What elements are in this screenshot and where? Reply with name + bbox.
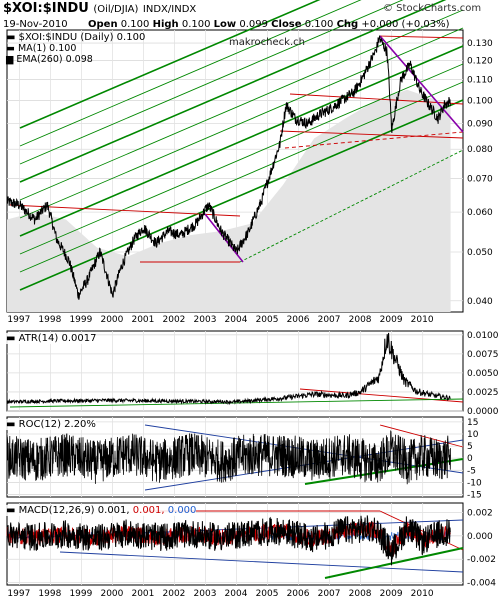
macd-support: [324, 547, 464, 579]
y-tick-label-1-2: 0.0050: [467, 369, 499, 379]
x-tick-label-0-4: 2001: [131, 315, 154, 325]
x-tick-label-0-13: 2010: [411, 315, 434, 325]
price-series-line: [6, 35, 451, 300]
y-tick-label-3-3: -0.004: [467, 579, 496, 589]
y-tick-label-0-3: 0.100: [467, 96, 493, 106]
x-tick-label-0-8: 2005: [256, 315, 279, 325]
y-tick-label-2-3: 0: [467, 454, 473, 464]
quote-values: Open 0.100 High 0.100 Low 0.099 Close 0.…: [88, 19, 450, 30]
atr-support: [9, 398, 464, 408]
x-tick-label-1-10: 2007: [318, 589, 341, 599]
x-tick-label-0-11: 2008: [349, 315, 372, 325]
x-tick-label-1-13: 2010: [411, 589, 434, 599]
macd-line: [6, 515, 451, 566]
y-tick-label-0-2: 0.110: [467, 76, 493, 86]
x-tick-label-0-3: 2000: [100, 315, 123, 325]
ema-area: [7, 89, 451, 312]
macd-resistance-1: [379, 510, 464, 551]
y-tick-label-2-6: -15: [467, 491, 482, 501]
channel-line-6: [19, 0, 447, 183]
channel-line-4: [19, 27, 464, 219]
x-tick-label-0-0: 1997: [7, 315, 30, 325]
x-tick-label-1-8: 2005: [256, 589, 279, 599]
y-tick-label-1-0: 0.0100: [467, 331, 499, 341]
y-tick-label-2-5: -10: [467, 478, 482, 488]
atr-series-line: [6, 332, 451, 406]
channel-line-8: [19, 0, 362, 147]
watermark: makrocheck.ch: [229, 37, 305, 48]
channel-line-0: [19, 99, 464, 291]
x-tick-label-1-2: 1999: [69, 589, 92, 599]
roc-series-line: [6, 430, 451, 485]
x-tick-label-0-1: 1998: [38, 315, 61, 325]
y-tick-label-1-3: 0.0025: [467, 388, 499, 398]
channel-line-9: [19, 0, 321, 129]
quote-date: 19-Nov-2010: [3, 19, 68, 30]
y-tick-label-2-4: -5: [467, 466, 476, 476]
x-tick-label-1-0: 1997: [7, 589, 30, 599]
x-tick-label-0-12: 2009: [380, 315, 403, 325]
channel-line-5: [19, 9, 464, 201]
y-tick-label-0-1: 0.120: [467, 57, 493, 67]
channel-line-7: [19, 0, 404, 165]
x-tick-label-1-1: 1998: [38, 589, 61, 599]
legend-ma: ▬ MA(1) 0.100: [6, 43, 77, 54]
resistance-line-4: [379, 35, 464, 39]
y-tick-label-0-9: 0.040: [467, 297, 493, 307]
stockcharts-credit: © StockCharts.com: [383, 3, 482, 14]
legend-main: ▬ $XOI:$INDU (Daily) 0.100: [6, 32, 146, 43]
y-tick-label-0-7: 0.060: [467, 208, 493, 218]
y-tick-label-3-1: 0.000: [467, 532, 493, 542]
macd-line-blue-1: [59, 551, 464, 573]
roc-label: ▬ ROC(12) 2.20%: [6, 419, 96, 430]
x-tick-label-1-12: 2009: [380, 589, 403, 599]
x-tick-label-0-10: 2007: [318, 315, 341, 325]
x-tick-label-0-2: 1999: [69, 315, 92, 325]
y-tick-label-1-1: 0.0075: [467, 350, 499, 360]
x-tick-label-1-3: 2000: [100, 589, 123, 599]
x-tick-label-1-11: 2008: [349, 589, 372, 599]
x-tick-label-1-9: 2006: [287, 589, 310, 599]
legend-ema: ▆ EMA(260) 0.098: [6, 54, 93, 65]
y-tick-label-2-1: 10: [467, 430, 479, 440]
x-tick-label-1-4: 2001: [131, 589, 154, 599]
resistance-line-3: [279, 130, 464, 139]
x-tick-label-0-6: 2003: [194, 315, 217, 325]
macd-label: ▬ MACD(12,26,9) 0.001, 0.001, 0.000: [6, 505, 197, 516]
channel-dashed: [239, 149, 464, 263]
y-tick-label-1-4: 0.0000: [467, 407, 499, 417]
y-tick-label-0-5: 0.080: [467, 145, 493, 155]
x-tick-label-0-9: 2006: [287, 315, 310, 325]
atr-label: ▬ ATR(14) 0.0017: [6, 333, 97, 344]
x-tick-label-0-7: 2004: [225, 315, 248, 325]
channel-line-1: [19, 81, 464, 273]
y-tick-label-3-2: -0.002: [467, 555, 496, 565]
chart-title: $XOI:$INDU (Oil/DJIA) INDX/INDX: [3, 1, 197, 16]
resistance-dashed: [284, 131, 464, 149]
y-tick-label-0-6: 0.070: [467, 174, 493, 184]
y-tick-label-2-2: 5: [467, 442, 473, 452]
resistance-line-2: [289, 93, 464, 105]
y-tick-label-2-0: 15: [467, 418, 478, 428]
x-tick-label-1-6: 2003: [194, 589, 217, 599]
trend-line-1: [379, 35, 464, 133]
y-tick-label-0-0: 0.130: [467, 39, 493, 49]
y-tick-label-3-0: 0.002: [467, 508, 493, 518]
x-tick-label-1-5: 2002: [163, 589, 186, 599]
x-tick-label-0-5: 2002: [163, 315, 186, 325]
y-tick-label-0-4: 0.090: [467, 119, 493, 129]
x-tick-label-1-7: 2004: [225, 589, 248, 599]
y-tick-label-0-8: 0.050: [467, 248, 493, 258]
